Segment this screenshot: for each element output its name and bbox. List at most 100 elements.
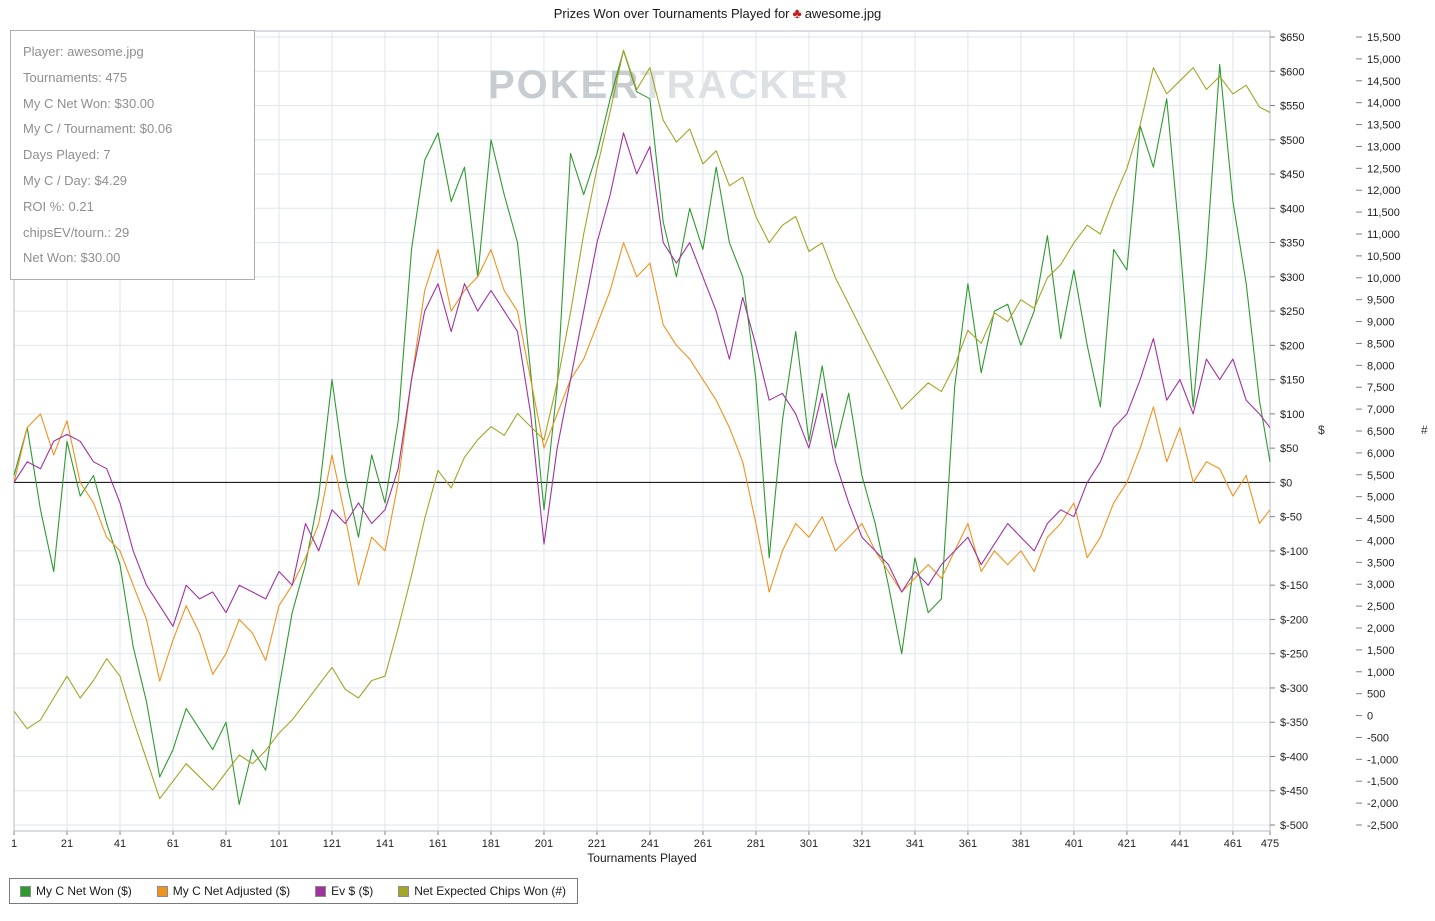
legend-item: Ev $ ($): [315, 884, 373, 898]
legend-item: My C Net Adjusted ($): [156, 884, 291, 898]
chips-tick-label: 5,500: [1367, 470, 1395, 482]
x-tick-label: 261: [694, 838, 712, 850]
x-tick-label: 61: [167, 838, 179, 850]
legend-item: My C Net Won ($): [20, 884, 132, 898]
series-line-ev: [13, 132, 1271, 627]
stats-line: Tournaments: 475: [23, 69, 128, 85]
chips-tick-label: 13,500: [1367, 120, 1401, 132]
chips-tick-label: 11,500: [1367, 207, 1400, 219]
legend-swatch-icon: [20, 885, 31, 897]
chips-tick-label: 4,000: [1367, 535, 1395, 547]
legend-label: My C Net Won ($): [36, 884, 132, 898]
legend-swatch-icon: [315, 885, 327, 897]
chips-tick-label: 6,500: [1367, 426, 1395, 438]
chips-tick-label: 5,000: [1367, 492, 1395, 504]
x-tick-label: 401: [1065, 838, 1083, 850]
x-axis-title: Tournaments Played: [587, 851, 697, 865]
x-tick-label: 341: [906, 838, 924, 850]
chips-tick-label: 9,500: [1367, 295, 1395, 307]
series-line-net-expected-chips-won: [13, 49, 1271, 800]
chips-tick-label: 7,000: [1367, 404, 1395, 416]
dollar-tick-label: $500: [1280, 135, 1304, 147]
dollar-tick-label: $150: [1280, 375, 1304, 387]
x-tick-label: 101: [270, 838, 288, 850]
stats-overlay-box: Player: awesome.jpg Tournaments: 475 My C …: [10, 30, 255, 281]
stats-line: Player: awesome.jpg: [23, 44, 144, 59]
club-suit-icon: ♣: [792, 5, 802, 21]
stats-line: ROI %: 0.21: [23, 198, 94, 214]
plot-frame: [13, 30, 1271, 832]
chips-tick-label: 15,000: [1367, 54, 1401, 66]
dollar-tick-label: $-500: [1280, 820, 1308, 832]
series-line-my-c-net-won: [13, 50, 1271, 805]
x-tick-label: 461: [1224, 838, 1242, 850]
dollar-tick-label: $600: [1280, 66, 1304, 78]
dollar-tick-label: $-300: [1280, 683, 1308, 695]
x-tick-label: 381: [1012, 838, 1030, 850]
dollar-tick-label: $450: [1280, 169, 1304, 181]
dollar-tick-label: $-150: [1280, 580, 1308, 592]
chips-axis-title: #: [1421, 423, 1428, 437]
x-tick-label: 121: [323, 838, 341, 850]
x-tick-label: 475: [1261, 838, 1279, 850]
chips-tick-label: 3,500: [1367, 557, 1395, 569]
stats-line: My C / Day: $4.29: [23, 172, 128, 188]
x-tick-label: 81: [220, 838, 232, 850]
chips-tick-label: 0: [1367, 711, 1373, 723]
chips-tick-label: 14,000: [1367, 98, 1401, 110]
chips-tick-label: 14,500: [1367, 76, 1401, 88]
legend-label: Net Expected Chips Won (#): [414, 884, 567, 898]
chips-tick-label: 10,500: [1367, 251, 1401, 263]
dollar-tick-label: $200: [1280, 340, 1304, 352]
x-tick-label: 221: [588, 838, 606, 850]
chips-tick-label: 8,500: [1367, 338, 1395, 350]
series-line-my-c-net-adjusted: [13, 242, 1271, 682]
stats-line: Net Won: $30.00: [23, 250, 121, 266]
chips-tick-label: -2,000: [1367, 798, 1398, 810]
chips-tick-label: -1,500: [1367, 776, 1398, 788]
dollar-tick-label: $-400: [1280, 751, 1308, 763]
chips-tick-label: 500: [1367, 689, 1385, 701]
chips-tick-label: 2,500: [1367, 601, 1395, 613]
dollar-tick-label: $0: [1280, 477, 1292, 489]
chips-tick-label: 11,000: [1367, 229, 1400, 241]
x-tick-label: 201: [535, 838, 553, 850]
chips-tick-label: -2,500: [1367, 820, 1398, 832]
dollar-tick-label: $-250: [1280, 649, 1308, 661]
dollar-tick-label: $300: [1280, 272, 1304, 284]
chips-tick-label: 3,000: [1367, 579, 1395, 591]
chips-tick-label: 10,000: [1367, 273, 1401, 285]
dollar-tick-label: $-100: [1280, 546, 1308, 558]
dollar-tick-label: $650: [1280, 32, 1304, 44]
x-tick-label: 41: [114, 838, 126, 850]
chips-tick-label: 9,000: [1367, 317, 1395, 329]
dollar-tick-label: $-50: [1280, 512, 1302, 524]
stats-line: My C / Tournament: $0.06: [23, 121, 173, 137]
legend-label: My C Net Adjusted ($): [172, 884, 291, 898]
chips-tick-label: -1,000: [1367, 754, 1398, 766]
chart-title-player: awesome.jpg: [804, 6, 882, 21]
pokertracker-watermark: POKERTRACKER: [488, 63, 850, 107]
dollar-tick-label: $-450: [1280, 786, 1308, 798]
chips-tick-label: 12,500: [1367, 163, 1401, 175]
dollar-tick-label: $-350: [1280, 717, 1308, 729]
x-tick-label: 141: [376, 838, 394, 850]
x-tick-label: 441: [1171, 838, 1189, 850]
dollar-axis-title: $: [1318, 423, 1325, 437]
dollar-tick-label: $50: [1280, 443, 1298, 455]
chips-tick-label: 6,000: [1367, 448, 1395, 460]
chips-tick-label: 12,000: [1367, 185, 1401, 197]
x-tick-label: 241: [641, 838, 659, 850]
graph-canvas[interactable]: 1 21 41 61 81 101 121 141 161 181 201 221 241 261 281 3…: [0, 0, 1435, 875]
chips-tick-label: 4,500: [1367, 514, 1395, 526]
legend-swatch-icon: [156, 885, 168, 897]
chips-tick-label: 8,000: [1367, 360, 1395, 372]
chips-tick-label: 1,000: [1367, 667, 1395, 679]
chips-tick-label: 15,500: [1367, 32, 1401, 44]
dollar-tick-label: $100: [1280, 409, 1304, 421]
dollar-tick-label: $550: [1280, 101, 1304, 113]
chips-tick-label: -500: [1367, 732, 1389, 744]
legend-item: Net Expected Chips Won (#): [398, 884, 567, 898]
chips-tick-label: 13,000: [1367, 141, 1401, 153]
